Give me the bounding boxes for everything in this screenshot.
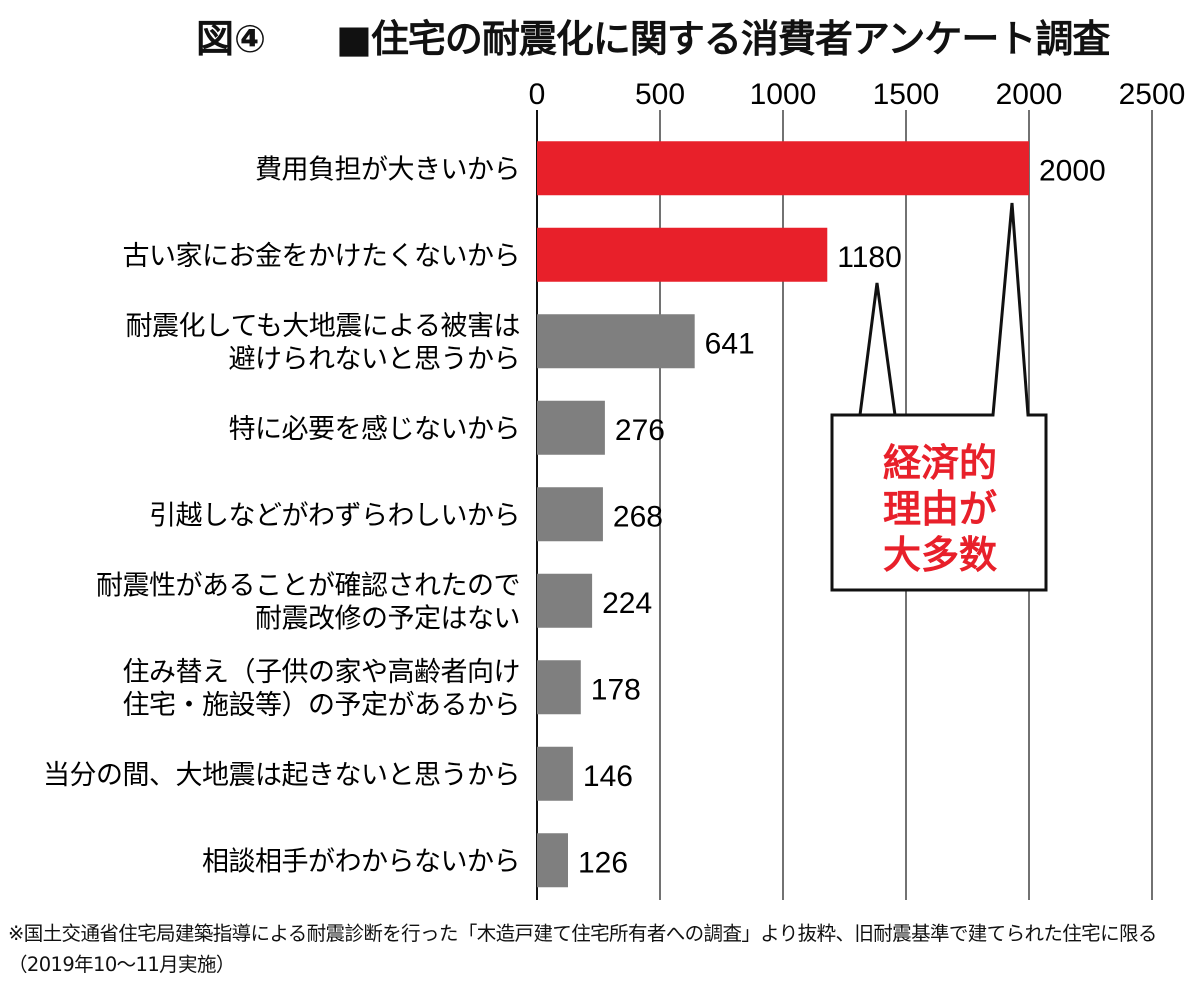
bars — [537, 141, 1029, 888]
value-label: 1180 — [837, 241, 902, 274]
category-label: 耐震改修の予定はない — [255, 603, 520, 634]
value-label: 178 — [591, 673, 641, 706]
x-tick-labels: 0 500 1000 1500 2000 2500 — [529, 78, 1186, 111]
category-label: 耐震化しても大地震による被害は — [125, 311, 520, 342]
category-label: 避けられないと思うから — [229, 344, 521, 375]
category-label: 古い家にお金をかけたくないから — [123, 241, 521, 272]
bar — [537, 400, 605, 455]
bar — [537, 227, 828, 282]
title-text: ■住宅の耐震化に関する消費者アンケート調査 — [336, 17, 1110, 61]
callout-line: 大多数 — [882, 533, 997, 577]
value-labels: 2000 1180 641 276 268 224 178 146 126 — [578, 154, 1106, 879]
bar — [537, 141, 1029, 196]
category-label: 費用負担が大きいから — [255, 154, 520, 185]
x-tick-label: 2500 — [1119, 78, 1186, 111]
value-label: 276 — [615, 414, 665, 447]
category-label: 耐震性があることが確認されたので — [96, 570, 520, 601]
footnote: ※国土交通省住宅局建築指導による耐震診断を行った「木造戸建て住宅所有者への調査」… — [8, 922, 1157, 976]
value-label: 268 — [613, 500, 663, 533]
callout-line: 経済的 — [882, 441, 997, 485]
category-label: 相談相手がわからないから — [202, 846, 520, 877]
bar — [537, 314, 695, 369]
callout-line: 理由が — [882, 487, 997, 531]
value-label: 146 — [583, 760, 633, 793]
category-label: 引越しなどがわずらわしいから — [149, 500, 520, 531]
callout-text: 経済的 理由が 大多数 — [834, 440, 1046, 578]
x-tick-label: 0 — [529, 78, 546, 111]
x-tick-label: 1500 — [873, 78, 940, 111]
value-label: 2000 — [1039, 154, 1106, 187]
callout-bubble — [830, 202, 1048, 592]
bar — [537, 573, 593, 628]
bar — [537, 487, 603, 542]
bar — [537, 660, 581, 715]
chart-title: 図④ ■住宅の耐震化に関する消費者アンケート調査 — [0, 8, 1200, 64]
x-tick-label: 1000 — [750, 78, 817, 111]
category-label: 住み替え（子供の家や高齢者向け — [123, 657, 521, 688]
bar-chart: 0 500 1000 1500 2000 2500 費用負担が大きいから古い家にお金をかけ… — [43, 78, 1186, 900]
x-tick-label: 2000 — [996, 78, 1063, 111]
value-label: 224 — [602, 587, 652, 620]
x-tick-label: 500 — [635, 78, 685, 111]
value-label: 126 — [578, 846, 628, 879]
value-label: 641 — [705, 327, 755, 360]
figure-number: 図④ — [196, 17, 267, 61]
bar — [537, 833, 568, 888]
category-label: 特に必要を感じないから — [229, 414, 521, 445]
bar — [537, 746, 573, 801]
category-label: 当分の間、大地震は起きないと思うから — [43, 760, 520, 791]
category-labels: 費用負担が大きいから古い家にお金をかけたくないから耐震化しても大地震による被害は… — [43, 154, 521, 877]
category-label: 住宅・施設等）の予定があるから — [123, 690, 521, 721]
